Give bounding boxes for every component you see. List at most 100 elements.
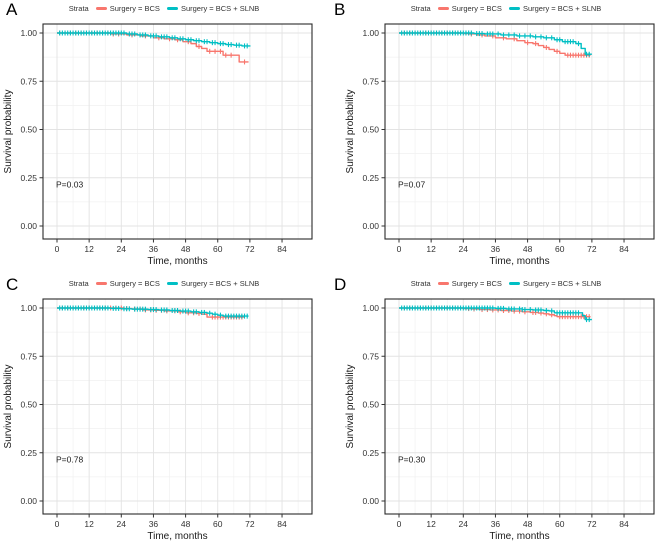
legend-label-bcs: Surgery = BCS <box>109 279 160 288</box>
legend-label-bcs: Surgery = BCS <box>451 4 502 13</box>
legend-b: Strata Surgery = BCS Surgery = BCS + SLN… <box>328 4 656 13</box>
svg-text:Survival probability: Survival probability <box>345 365 356 449</box>
legend-label-bcs: Surgery = BCS <box>109 4 160 13</box>
svg-text:Time, months: Time, months <box>147 256 207 267</box>
bcs-line-swatch <box>437 282 449 285</box>
legend-label-slnb: Surgery = BCS + SLNB <box>180 279 260 288</box>
panel-label-b: B <box>334 0 346 19</box>
svg-text:0.00: 0.00 <box>362 496 379 506</box>
slnb-line-swatch <box>508 7 520 10</box>
svg-text:P=0.07: P=0.07 <box>398 180 425 190</box>
legend-strata-label: Strata <box>68 4 89 13</box>
svg-text:0.50: 0.50 <box>362 125 379 135</box>
svg-text:P=0.30: P=0.30 <box>398 455 425 465</box>
svg-text:60: 60 <box>213 519 223 529</box>
survival-plot-d: 0 12 24 36 48 60 72 84 0.00 0.25 0.50 0.75 1.00 Time,… <box>345 298 655 542</box>
legend-a: Strata Surgery = BCS Surgery = BCS + SLN… <box>0 4 328 13</box>
legend-item-bcs: Surgery = BCS <box>437 4 502 13</box>
panel-label-d: D <box>334 275 347 294</box>
svg-text:36: 36 <box>149 244 159 254</box>
svg-text:0.50: 0.50 <box>362 400 379 410</box>
svg-text:Survival probability: Survival probability <box>3 365 14 449</box>
svg-text:60: 60 <box>555 244 565 254</box>
svg-text:0.25: 0.25 <box>362 448 379 458</box>
svg-text:84: 84 <box>619 244 629 254</box>
svg-text:1.00: 1.00 <box>362 28 379 38</box>
svg-text:0.50: 0.50 <box>20 125 37 135</box>
legend-d: Strata Surgery = BCS Surgery = BCS + SLN… <box>328 279 656 288</box>
panel-label-a: A <box>6 0 18 19</box>
svg-text:24: 24 <box>117 244 127 254</box>
bcs-line-swatch <box>437 7 449 10</box>
svg-text:0.00: 0.00 <box>20 496 37 506</box>
svg-text:84: 84 <box>277 244 287 254</box>
legend-item-bcs: Surgery = BCS <box>95 4 160 13</box>
legend-strata-label: Strata <box>410 279 431 288</box>
svg-text:0: 0 <box>55 244 60 254</box>
survival-plot-b: 0 12 24 36 48 60 72 84 0.00 0.25 0.50 0.75 1.00 Time,… <box>345 23 655 267</box>
panel-label-c: C <box>6 275 19 294</box>
legend-item-bcs: Surgery = BCS <box>437 279 502 288</box>
panel-d: D Strata Surgery = BCS Surgery = BCS + S… <box>328 275 656 550</box>
svg-text:0.25: 0.25 <box>20 448 37 458</box>
svg-text:0.50: 0.50 <box>20 400 37 410</box>
legend-label-slnb: Surgery = BCS + SLNB <box>522 279 602 288</box>
svg-text:84: 84 <box>277 519 287 529</box>
svg-text:24: 24 <box>459 519 469 529</box>
bcs-line-swatch <box>95 282 107 285</box>
svg-text:24: 24 <box>459 244 469 254</box>
survival-plot-a: 0 12 24 36 48 60 72 84 0.00 0.25 0.50 0.75 1.00 Time,… <box>3 23 313 267</box>
svg-text:0.25: 0.25 <box>362 173 379 183</box>
svg-text:60: 60 <box>213 244 223 254</box>
svg-text:1.00: 1.00 <box>362 303 379 313</box>
svg-text:0.25: 0.25 <box>20 173 37 183</box>
legend-item-slnb: Surgery = BCS + SLNB <box>166 4 260 13</box>
legend-label-slnb: Surgery = BCS + SLNB <box>522 4 602 13</box>
slnb-line-swatch <box>166 282 178 285</box>
svg-text:12: 12 <box>84 519 94 529</box>
svg-text:0.75: 0.75 <box>362 76 379 86</box>
survival-plot-c: 0 12 24 36 48 60 72 84 0.00 0.25 0.50 0.75 1.00 Time,… <box>3 298 313 542</box>
svg-text:P=0.03: P=0.03 <box>56 180 83 190</box>
svg-text:Time, months: Time, months <box>489 531 549 542</box>
legend-item-slnb: Surgery = BCS + SLNB <box>166 279 260 288</box>
svg-text:0.75: 0.75 <box>20 351 37 361</box>
svg-text:72: 72 <box>245 519 255 529</box>
panel-a: A Strata Surgery = BCS Surgery = BCS + S… <box>0 0 328 275</box>
svg-text:P=0.78: P=0.78 <box>56 455 83 465</box>
svg-text:48: 48 <box>523 519 533 529</box>
svg-text:36: 36 <box>491 519 501 529</box>
legend-label-slnb: Surgery = BCS + SLNB <box>180 4 260 13</box>
slnb-line-swatch <box>508 282 520 285</box>
svg-text:Survival probability: Survival probability <box>345 90 356 174</box>
svg-text:0.00: 0.00 <box>362 221 379 231</box>
svg-text:36: 36 <box>491 244 501 254</box>
svg-text:0.75: 0.75 <box>362 351 379 361</box>
svg-text:0: 0 <box>397 244 402 254</box>
svg-text:1.00: 1.00 <box>20 303 37 313</box>
svg-text:0.75: 0.75 <box>20 76 37 86</box>
svg-text:12: 12 <box>426 244 436 254</box>
legend-item-slnb: Surgery = BCS + SLNB <box>508 279 602 288</box>
slnb-line-swatch <box>166 7 178 10</box>
svg-text:1.00: 1.00 <box>20 28 37 38</box>
svg-text:60: 60 <box>555 519 565 529</box>
legend-strata-label: Strata <box>68 279 89 288</box>
legend-c: Strata Surgery = BCS Surgery = BCS + SLN… <box>0 279 328 288</box>
svg-text:48: 48 <box>181 519 191 529</box>
legend-item-bcs: Surgery = BCS <box>95 279 160 288</box>
svg-text:Survival probability: Survival probability <box>3 90 14 174</box>
svg-text:Time, months: Time, months <box>489 256 549 267</box>
svg-text:Time, months: Time, months <box>147 531 207 542</box>
svg-text:12: 12 <box>84 244 94 254</box>
svg-text:36: 36 <box>149 519 159 529</box>
svg-text:72: 72 <box>587 244 597 254</box>
legend-label-bcs: Surgery = BCS <box>451 279 502 288</box>
legend-item-slnb: Surgery = BCS + SLNB <box>508 4 602 13</box>
svg-text:0: 0 <box>397 519 402 529</box>
legend-strata-label: Strata <box>410 4 431 13</box>
bcs-line-swatch <box>95 7 107 10</box>
svg-text:84: 84 <box>619 519 629 529</box>
svg-text:72: 72 <box>245 244 255 254</box>
